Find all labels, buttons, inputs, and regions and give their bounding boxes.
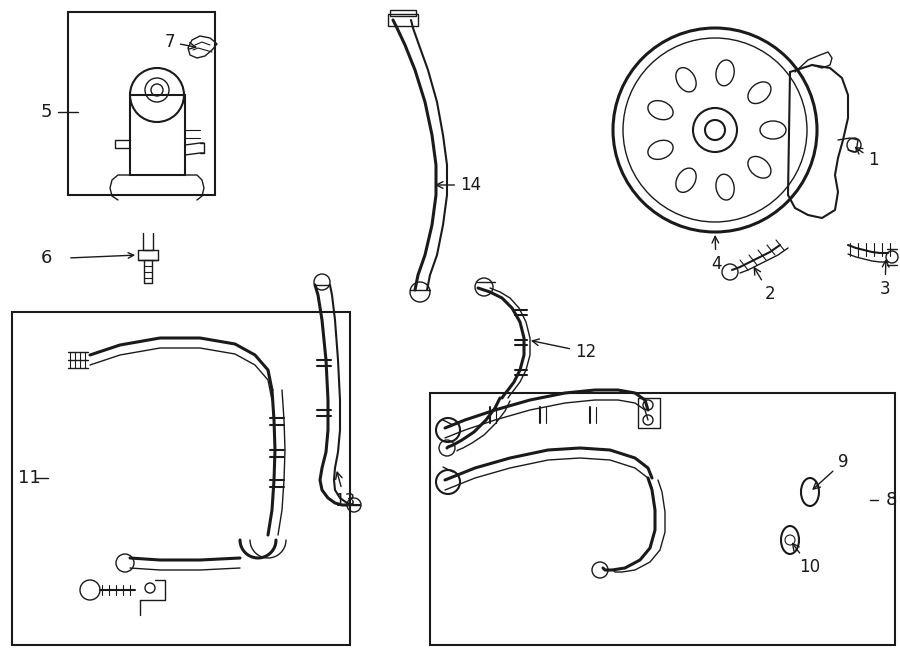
- Bar: [390, 10, 416, 16]
- Text: 6: 6: [40, 249, 52, 267]
- Bar: [638, 398, 660, 428]
- Text: 2: 2: [754, 268, 775, 303]
- Bar: [68, 12, 215, 195]
- Bar: [12, 312, 350, 645]
- Text: 7: 7: [165, 33, 195, 51]
- Text: 11: 11: [18, 469, 40, 487]
- Bar: [130, 95, 185, 175]
- Text: 10: 10: [793, 543, 821, 576]
- Bar: [388, 14, 418, 26]
- Text: 3: 3: [879, 260, 890, 298]
- Text: 1: 1: [856, 147, 878, 169]
- Text: 12: 12: [532, 339, 596, 361]
- Text: 8: 8: [886, 491, 897, 509]
- Text: 5: 5: [40, 103, 52, 121]
- Text: 13: 13: [335, 472, 356, 510]
- Text: 4: 4: [711, 237, 721, 273]
- Text: 9: 9: [814, 453, 848, 489]
- Text: 14: 14: [436, 176, 482, 194]
- Bar: [430, 393, 895, 645]
